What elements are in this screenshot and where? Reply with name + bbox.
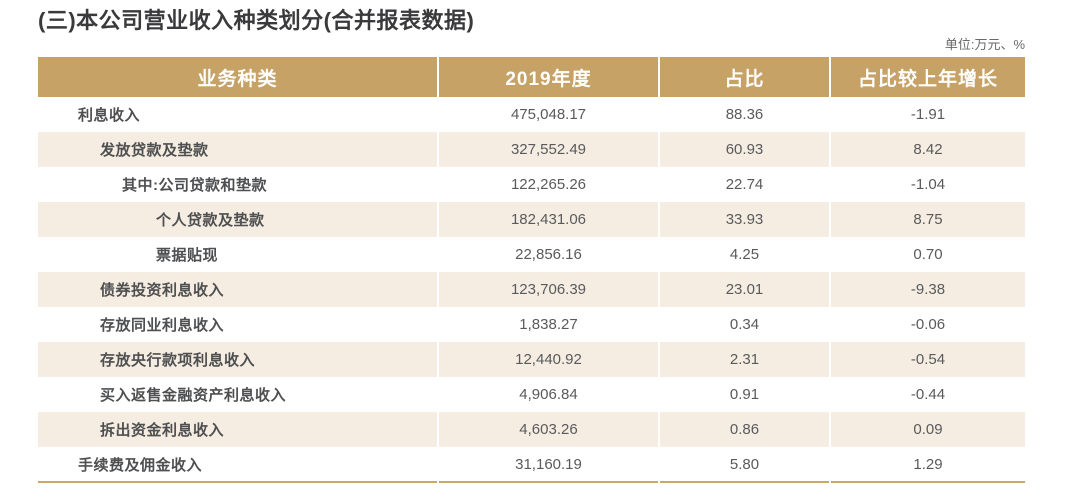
table-row: 其中:公司贷款和垫款 122,265.26 22.74 -1.04 [38,167,1025,202]
business-type-cell: 买入返售金融资产利息收入 [38,377,439,412]
unit-note: 单位:万元、% [944,37,1025,52]
column-header-business-type: 业务种类 [38,57,439,97]
business-type-cell: 个人贷款及垫款 [38,202,439,237]
share-change-cell: -1.91 [910,106,946,123]
amount-cell: 22,856.16 [438,237,660,272]
table-header: 业务种类 2019年度 占比 占比较上年增长 [38,57,1025,97]
share-cell: 0.86 [659,412,831,447]
revenue-table: 业务种类 2019年度 占比 占比较上年增长 利息收入 475,048.17 8… [38,57,1025,483]
table-row: 利息收入 475,048.17 88.36 -1.91 [38,97,1025,132]
share-change-cell: -0.44 [910,386,946,403]
amount-cell: 4,603.26 [438,412,660,447]
table-row: 存放同业利息收入 1,838.27 0.34 -0.06 [38,307,1025,342]
share-change-cell: 8.75 [830,202,1025,237]
table-row: 债券投资利息收入 123,706.39 23.01 -9.38 [38,272,1025,307]
table-row: 个人贷款及垫款 182,431.06 33.93 8.75 [38,202,1025,237]
business-type-cell: 存放央行款项利息收入 [38,342,439,377]
table-row: 发放贷款及垫款 327,552.49 60.93 8.42 [38,132,1025,167]
share-change-cell: -0.06 [910,316,946,333]
amount-cell: 475,048.17 [438,97,660,132]
amount-cell: 182,431.06 [438,202,660,237]
column-header-share-change: 占比较上年增长 [830,57,1025,97]
business-type-cell: 手续费及佣金收入 [38,447,439,482]
share-change-cell: -9.38 [830,272,1025,307]
page-title: (三)本公司营业收入种类划分(合并报表数据) [38,8,475,33]
share-change-cell: 1.29 [913,455,943,473]
share-change-cell: 0.70 [913,246,943,263]
business-type-cell: 债券投资利息收入 [38,272,439,307]
table-row: 手续费及佣金收入 31,160.19 5.80 1.29 [38,447,1025,482]
table-row: 拆出资金利息收入 4,603.26 0.86 0.09 [38,412,1025,447]
amount-cell: 1,838.27 [438,307,660,342]
table-row: 买入返售金融资产利息收入 4,906.84 0.91 -0.44 [38,377,1025,412]
share-cell: 0.91 [659,377,831,412]
table-row: 存放央行款项利息收入 12,440.92 2.31 -0.54 [38,342,1025,377]
share-cell: 60.93 [659,132,831,167]
share-change-cell: 8.42 [830,132,1025,167]
share-cell: 88.36 [659,97,831,132]
share-change-cell: -1.04 [910,176,946,193]
share-cell: 0.34 [659,307,831,342]
table-body: 利息收入 475,048.17 88.36 -1.91 发放贷款及垫款 327,… [38,97,1025,482]
business-type-cell: 拆出资金利息收入 [38,412,439,447]
amount-cell: 12,440.92 [438,342,660,377]
column-header-2019-amount: 2019年度 [438,57,660,97]
business-type-cell: 利息收入 [38,97,439,132]
share-cell: 5.80 [659,447,831,482]
business-type-cell: 票据贴现 [38,237,439,272]
share-cell: 33.93 [659,202,831,237]
share-cell: 23.01 [659,272,831,307]
column-header-share: 占比 [659,57,831,97]
business-type-cell: 其中:公司贷款和垫款 [38,167,439,202]
table-row: 票据贴现 22,856.16 4.25 0.70 [38,237,1025,272]
amount-cell: 123,706.39 [438,272,660,307]
header-row: 业务种类 2019年度 占比 占比较上年增长 [38,57,1025,97]
business-type-cell: 存放同业利息收入 [38,307,439,342]
business-type-cell: 发放贷款及垫款 [38,132,439,167]
amount-cell: 327,552.49 [438,132,660,167]
share-cell: 2.31 [659,342,831,377]
share-cell: 22.74 [659,167,831,202]
amount-cell: 4,906.84 [438,377,660,412]
amount-cell: 31,160.19 [438,447,660,482]
share-change-cell: 0.09 [830,412,1025,447]
amount-cell: 122,265.26 [438,167,660,202]
share-change-cell: -0.54 [830,342,1025,377]
share-cell: 4.25 [659,237,831,272]
